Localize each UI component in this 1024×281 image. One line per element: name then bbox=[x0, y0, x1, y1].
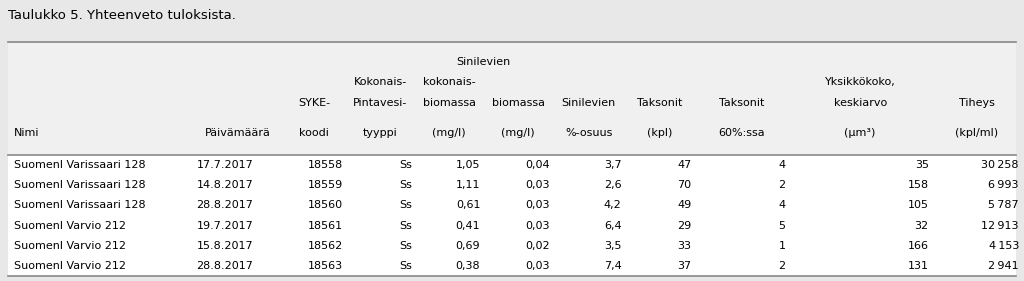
Text: Pintavesi-: Pintavesi- bbox=[353, 98, 408, 108]
Text: 2,6: 2,6 bbox=[604, 180, 622, 190]
Text: 18559: 18559 bbox=[308, 180, 343, 190]
Text: Ss: Ss bbox=[398, 160, 412, 170]
Text: 0,61: 0,61 bbox=[456, 200, 480, 210]
Text: Ss: Ss bbox=[398, 241, 412, 251]
Text: tyyppi: tyyppi bbox=[364, 128, 397, 138]
Text: 33: 33 bbox=[677, 241, 691, 251]
Text: biomassa: biomassa bbox=[423, 98, 475, 108]
Text: 15.8.2017: 15.8.2017 bbox=[197, 241, 253, 251]
Text: biomassa: biomassa bbox=[492, 98, 545, 108]
Text: 29: 29 bbox=[677, 221, 691, 231]
Text: 1,11: 1,11 bbox=[456, 180, 480, 190]
Text: Sinilevien: Sinilevien bbox=[562, 98, 615, 108]
Text: 35: 35 bbox=[914, 160, 929, 170]
Text: keskiarvo: keskiarvo bbox=[834, 98, 887, 108]
Text: 28.8.2017: 28.8.2017 bbox=[197, 200, 254, 210]
Text: 37: 37 bbox=[677, 261, 691, 271]
Text: 19.7.2017: 19.7.2017 bbox=[197, 221, 253, 231]
Text: 18562: 18562 bbox=[308, 241, 343, 251]
Text: 0,41: 0,41 bbox=[456, 221, 480, 231]
Text: Päivämäärä: Päivämäärä bbox=[205, 128, 271, 138]
Text: 105: 105 bbox=[907, 200, 929, 210]
Text: (kpl/ml): (kpl/ml) bbox=[955, 128, 998, 138]
Text: 2: 2 bbox=[778, 261, 785, 271]
Text: 70: 70 bbox=[677, 180, 691, 190]
Text: 0,03: 0,03 bbox=[525, 200, 550, 210]
Text: 4: 4 bbox=[778, 160, 785, 170]
Text: 28.8.2017: 28.8.2017 bbox=[197, 261, 254, 271]
Text: (mg/l): (mg/l) bbox=[502, 128, 535, 138]
Text: 0,03: 0,03 bbox=[525, 180, 550, 190]
Text: SYKE-: SYKE- bbox=[298, 98, 330, 108]
Text: 4,2: 4,2 bbox=[604, 200, 622, 210]
Text: 3,5: 3,5 bbox=[604, 241, 622, 251]
Text: 0,02: 0,02 bbox=[525, 241, 550, 251]
Text: 6,4: 6,4 bbox=[604, 221, 622, 231]
Text: Nimi: Nimi bbox=[14, 128, 40, 138]
Text: Suomenl Varvio 212: Suomenl Varvio 212 bbox=[14, 241, 126, 251]
Text: 18561: 18561 bbox=[308, 221, 343, 231]
Text: 18560: 18560 bbox=[308, 200, 343, 210]
Text: Suomenl Varissaari 128: Suomenl Varissaari 128 bbox=[14, 160, 146, 170]
Text: 131: 131 bbox=[907, 261, 929, 271]
Text: 18558: 18558 bbox=[308, 160, 343, 170]
Text: 6 993: 6 993 bbox=[988, 180, 1019, 190]
Text: Ss: Ss bbox=[398, 221, 412, 231]
Text: (kpl): (kpl) bbox=[647, 128, 672, 138]
Text: %-osuus: %-osuus bbox=[565, 128, 612, 138]
Text: 49: 49 bbox=[677, 200, 691, 210]
Text: 1,05: 1,05 bbox=[456, 160, 480, 170]
Text: 30 258: 30 258 bbox=[981, 160, 1019, 170]
Text: Yksikkökoko,: Yksikkökoko, bbox=[824, 77, 896, 87]
Bar bbox=[8, 155, 1016, 276]
Text: 18563: 18563 bbox=[308, 261, 343, 271]
Text: 158: 158 bbox=[907, 180, 929, 190]
Text: Suomenl Varissaari 128: Suomenl Varissaari 128 bbox=[14, 180, 146, 190]
Text: Ss: Ss bbox=[398, 200, 412, 210]
Text: koodi: koodi bbox=[299, 128, 329, 138]
Text: 0,03: 0,03 bbox=[525, 221, 550, 231]
Text: 17.7.2017: 17.7.2017 bbox=[197, 160, 253, 170]
Text: 0,03: 0,03 bbox=[525, 261, 550, 271]
Text: 4 153: 4 153 bbox=[988, 241, 1019, 251]
Text: 12 913: 12 913 bbox=[981, 221, 1019, 231]
Text: 60%:ssa: 60%:ssa bbox=[718, 128, 765, 138]
Text: 0,38: 0,38 bbox=[456, 261, 480, 271]
Text: 4: 4 bbox=[778, 200, 785, 210]
Text: 5 787: 5 787 bbox=[988, 200, 1019, 210]
Text: 14.8.2017: 14.8.2017 bbox=[197, 180, 253, 190]
Text: Suomenl Varissaari 128: Suomenl Varissaari 128 bbox=[14, 200, 146, 210]
Text: 3,7: 3,7 bbox=[604, 160, 622, 170]
Bar bbox=[8, 42, 1016, 276]
Text: Ss: Ss bbox=[398, 261, 412, 271]
Text: 0,04: 0,04 bbox=[525, 160, 550, 170]
Text: 2 941: 2 941 bbox=[988, 261, 1019, 271]
Text: 7,4: 7,4 bbox=[604, 261, 622, 271]
Text: Suomenl Varvio 212: Suomenl Varvio 212 bbox=[14, 221, 126, 231]
Text: (μm³): (μm³) bbox=[845, 128, 876, 138]
Text: 5: 5 bbox=[778, 221, 785, 231]
Text: (mg/l): (mg/l) bbox=[432, 128, 466, 138]
Text: 166: 166 bbox=[907, 241, 929, 251]
Text: Tiheys: Tiheys bbox=[958, 98, 995, 108]
Text: Taksonit: Taksonit bbox=[637, 98, 682, 108]
Text: 1: 1 bbox=[778, 241, 785, 251]
Text: 47: 47 bbox=[677, 160, 691, 170]
Text: Taksonit: Taksonit bbox=[719, 98, 764, 108]
Text: Sinilevien: Sinilevien bbox=[457, 57, 511, 67]
Text: Suomenl Varvio 212: Suomenl Varvio 212 bbox=[14, 261, 126, 271]
Text: 0,69: 0,69 bbox=[456, 241, 480, 251]
Text: 32: 32 bbox=[914, 221, 929, 231]
Text: Taulukko 5. Yhteenveto tuloksista.: Taulukko 5. Yhteenveto tuloksista. bbox=[8, 9, 236, 22]
Text: 2: 2 bbox=[778, 180, 785, 190]
Text: kokonais-: kokonais- bbox=[423, 77, 475, 87]
Text: Ss: Ss bbox=[398, 180, 412, 190]
Text: Kokonais-: Kokonais- bbox=[353, 77, 408, 87]
